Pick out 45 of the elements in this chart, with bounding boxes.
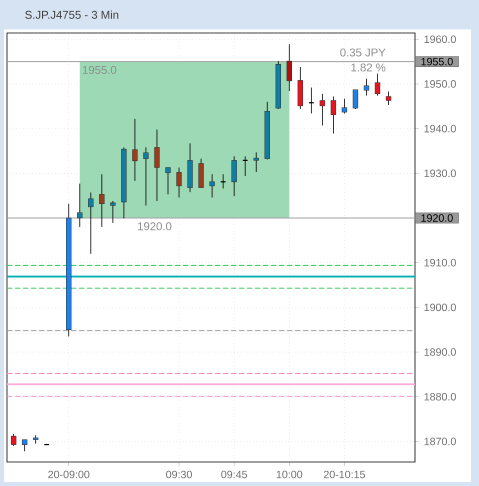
y-tick-label: 1910.0 bbox=[424, 258, 456, 266]
candlestick bbox=[374, 73, 380, 96]
y-tick-label: 1900.0 bbox=[424, 304, 456, 312]
y-tick-label: 1890.0 bbox=[424, 348, 456, 356]
y-tick-label: 1950.0 bbox=[424, 80, 456, 88]
candlestick bbox=[77, 183, 82, 228]
candlestick bbox=[254, 152, 259, 172]
candlestick bbox=[88, 192, 94, 254]
annotation: 1920.0 bbox=[138, 222, 172, 230]
candlestick bbox=[320, 93, 326, 126]
chart-title: S.JP.J4755 - 3 Min bbox=[25, 10, 118, 19]
x-tick-label: 09:30 bbox=[166, 470, 192, 478]
annotation: 1.82 % bbox=[351, 63, 386, 72]
x-tick-label: 09:45 bbox=[221, 470, 248, 478]
candlestick bbox=[110, 200, 116, 224]
candlestick bbox=[220, 174, 226, 189]
ref-line-label: 1955.0 bbox=[421, 58, 453, 66]
x-tick-label: 20-10:15 bbox=[324, 470, 366, 478]
ref-line-label: 1920.0 bbox=[421, 214, 453, 222]
candlestick bbox=[10, 433, 16, 446]
annotation: 1955.0 bbox=[82, 66, 116, 74]
candlestick bbox=[99, 174, 105, 228]
y-tick-label: 1940.0 bbox=[424, 124, 456, 132]
x-tick-label: 10:00 bbox=[276, 470, 302, 478]
candlestick bbox=[330, 96, 336, 134]
candlestick bbox=[342, 98, 348, 114]
candlestick bbox=[143, 147, 149, 206]
candlestick bbox=[132, 118, 138, 182]
candlestick bbox=[352, 89, 358, 110]
candlestick bbox=[209, 174, 215, 198]
y-tick-label: 1930.0 bbox=[424, 170, 456, 178]
candlestick bbox=[22, 439, 28, 452]
candlestick bbox=[364, 78, 370, 96]
candlestick bbox=[231, 156, 237, 197]
annotation: 0.35 JPY bbox=[340, 48, 386, 56]
y-tick-label: 1880.0 bbox=[424, 392, 456, 401]
candlestick bbox=[286, 44, 292, 92]
candlestick bbox=[176, 167, 182, 198]
candlestick bbox=[386, 91, 392, 106]
candlestick bbox=[165, 167, 171, 195]
candlestick bbox=[154, 129, 160, 202]
y-tick-label: 1870.0 bbox=[424, 438, 456, 446]
candlestick bbox=[308, 87, 314, 114]
y-tick-label: 1960.0 bbox=[424, 36, 456, 44]
x-tick-label: 20-09:00 bbox=[48, 470, 90, 478]
